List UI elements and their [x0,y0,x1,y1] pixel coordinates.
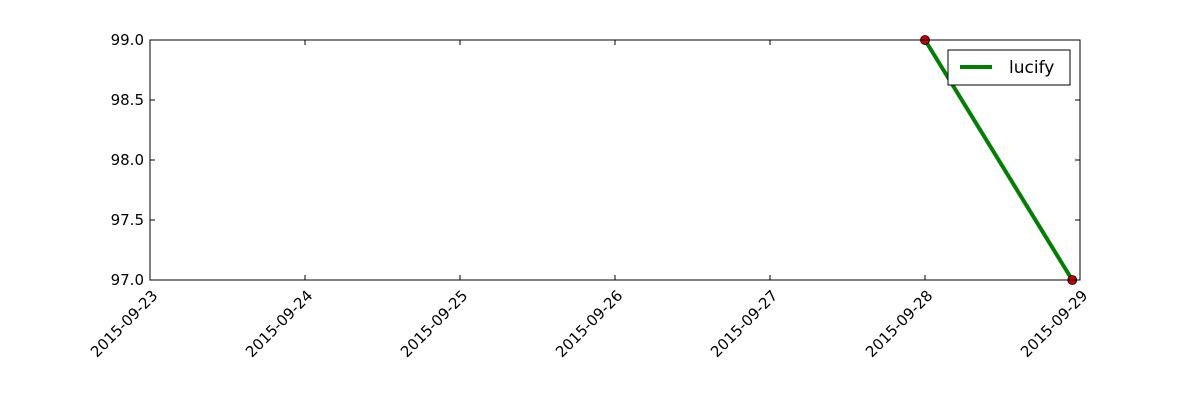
x-tick-label-5: 2015-09-28 [862,287,936,361]
plot-frame [149,39,1081,281]
x-tick-label-2: 2015-09-25 [397,287,471,361]
y-tick-label-1: 97.5 [111,211,144,229]
x-tick-label-1: 2015-09-24 [242,287,316,361]
y-axis: 97.0 97.5 98.0 98.5 99.0 [111,31,1080,289]
y-tick-label-0: 97.0 [111,271,144,289]
y-tick-label-2: 98.0 [111,151,144,169]
legend-box [947,49,1071,86]
legend-label-lucify: lucify [1009,58,1054,78]
x-tick-label-4: 2015-09-27 [707,287,781,361]
x-tick-label-3: 2015-09-26 [552,287,626,361]
legend: lucify [947,49,1071,86]
y-tick-label-3: 98.5 [111,91,144,109]
x-tick-label-6: 2015-09-29 [1017,287,1091,361]
x-tick-label-0: 2015-09-23 [87,287,161,361]
plot-area [150,40,1080,280]
y-tick-label-4: 99.0 [111,31,144,49]
